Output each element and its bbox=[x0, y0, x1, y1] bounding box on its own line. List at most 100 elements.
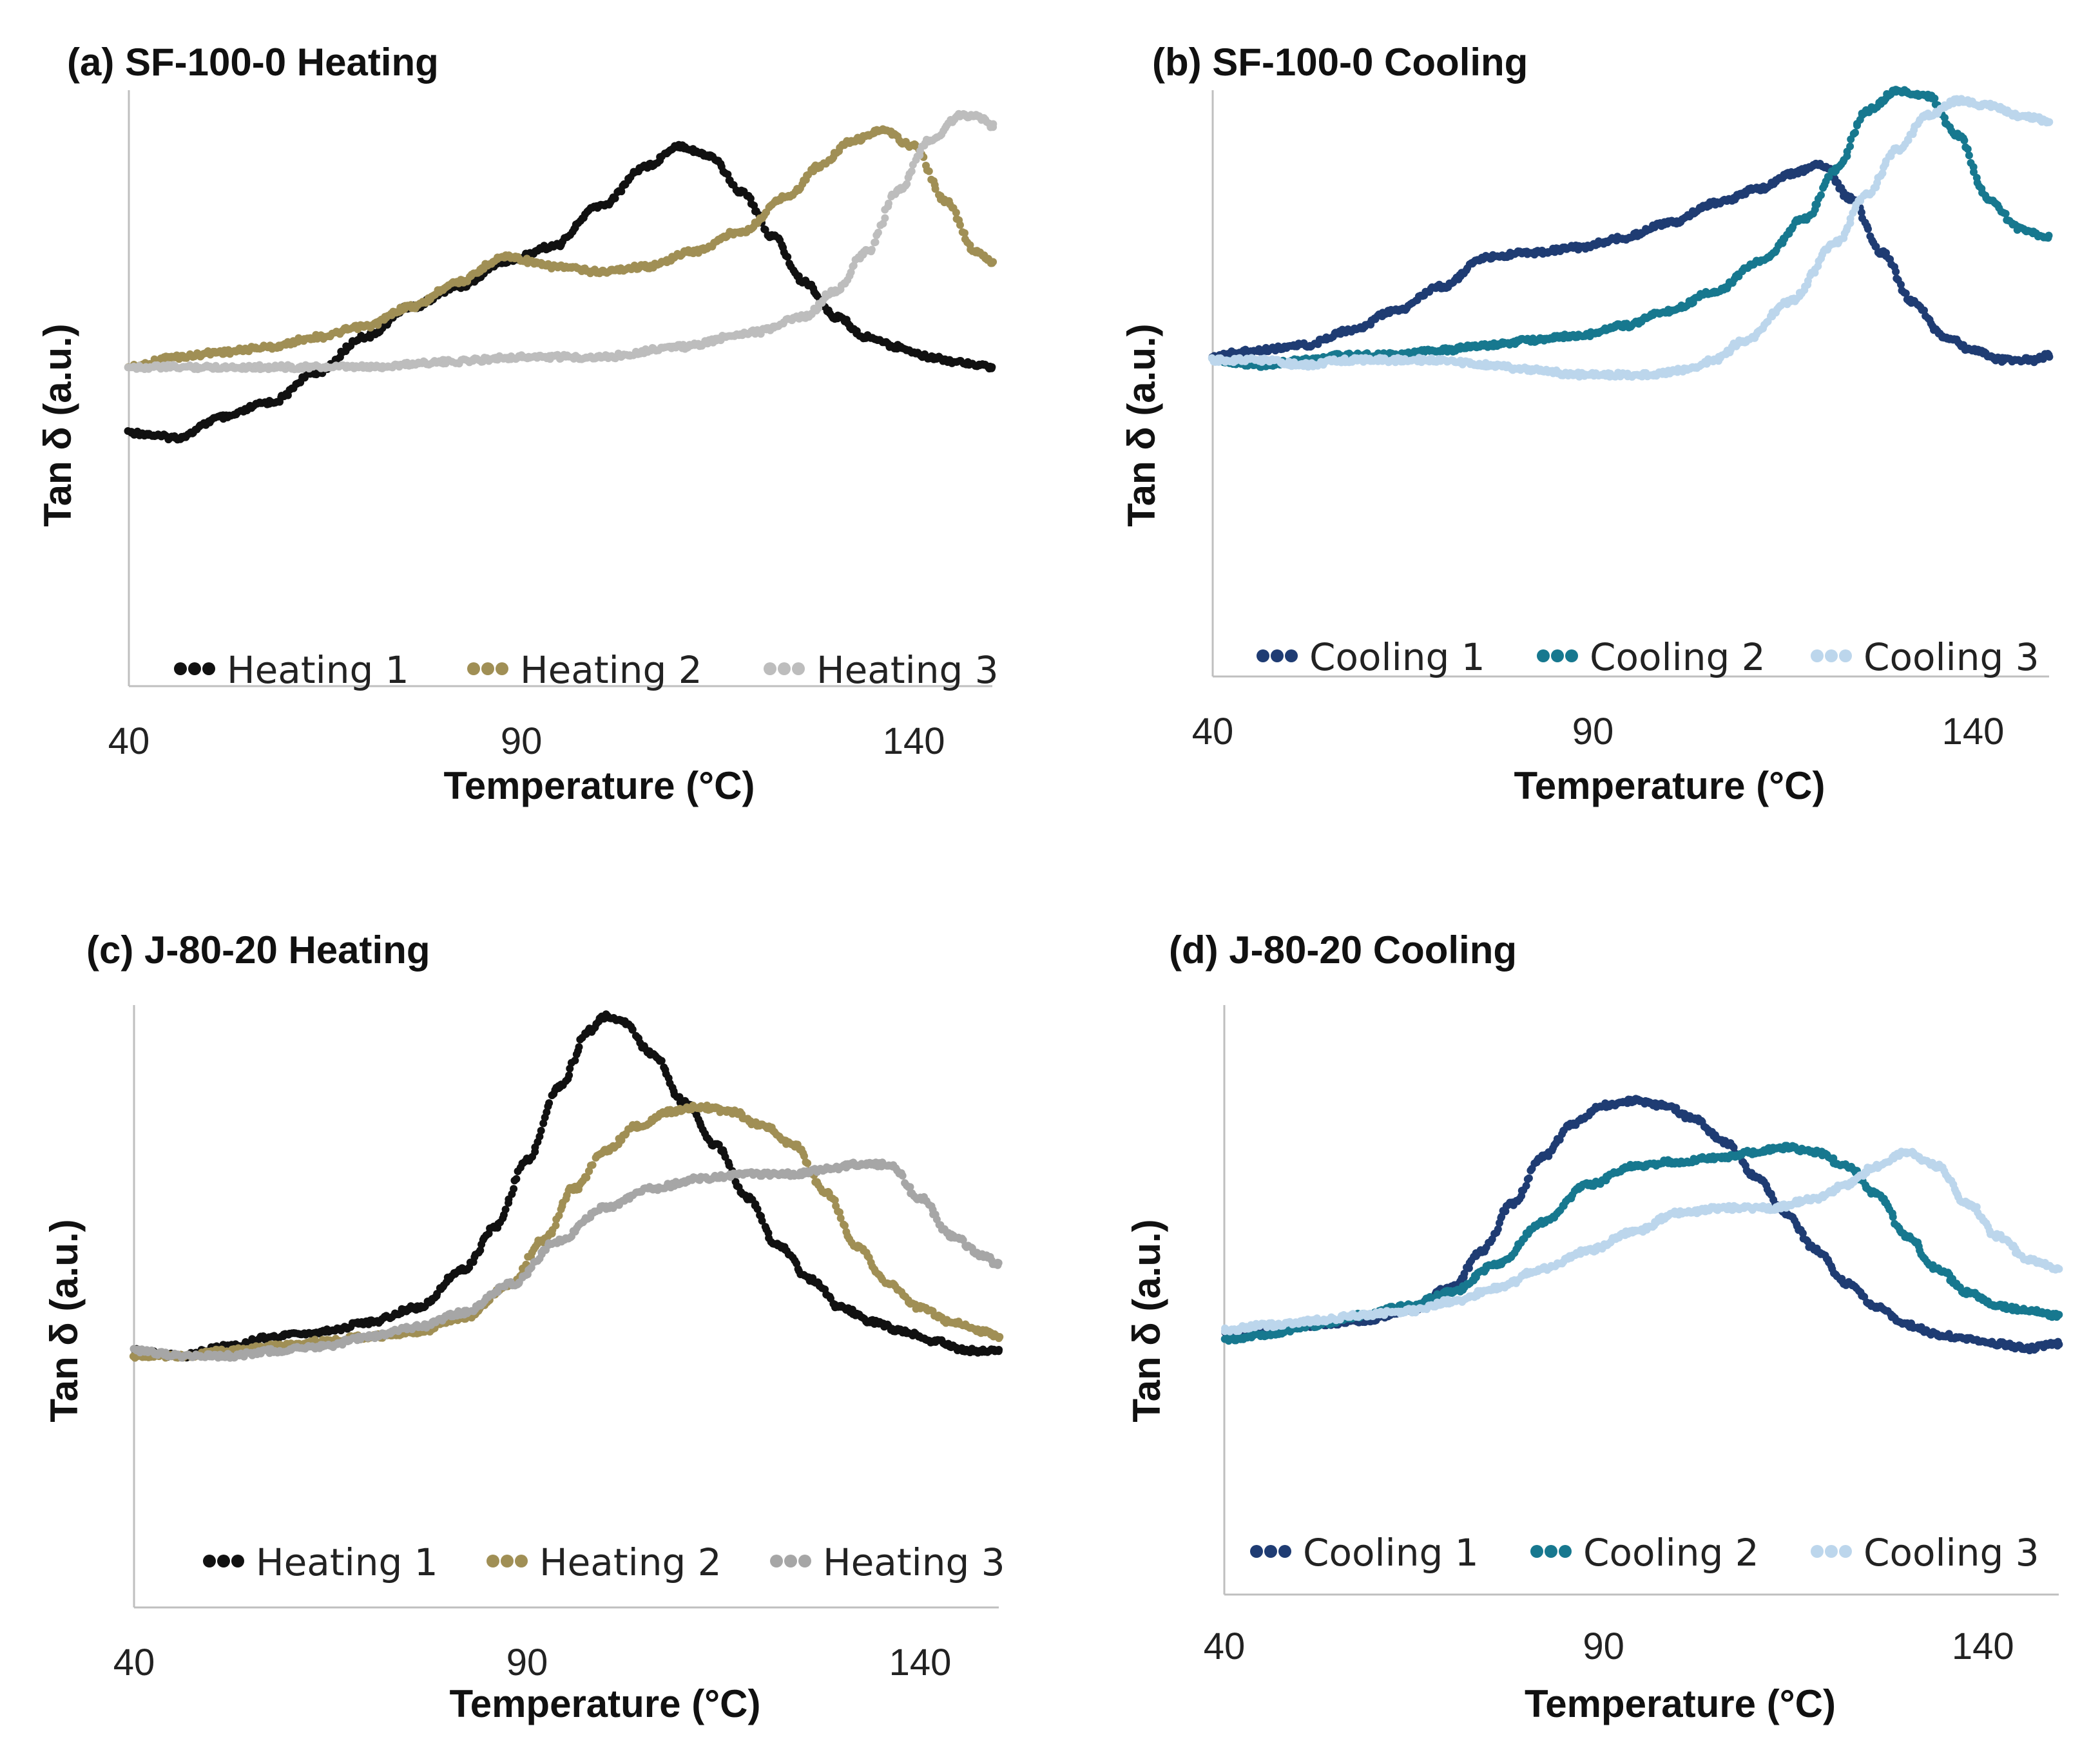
y-axis-title: Tan δ (a.u.) bbox=[1120, 323, 1163, 526]
data-point bbox=[2001, 209, 2010, 218]
x-tick-label: 140 bbox=[1952, 1625, 2014, 1667]
legend-label: Cooling 2 bbox=[1590, 635, 1766, 679]
data-point bbox=[907, 167, 916, 175]
data-point bbox=[1817, 191, 1825, 199]
legend-label: Heating 2 bbox=[539, 1540, 722, 1584]
legend-marker bbox=[1811, 649, 1824, 662]
data-point bbox=[1525, 1174, 1533, 1182]
data-point bbox=[537, 1127, 545, 1135]
legend-marker bbox=[515, 1555, 528, 1567]
data-point bbox=[987, 364, 996, 372]
x-tick-label: 90 bbox=[1583, 1625, 1624, 1667]
panel-a-title: (a) SF-100-0 Heating bbox=[67, 41, 439, 84]
legend-entry: Cooling 3 bbox=[1811, 635, 2039, 679]
legend-marker bbox=[501, 1555, 514, 1567]
y-axis-title: Tan δ (a.u.) bbox=[43, 1219, 86, 1422]
legend-entry: Heating 3 bbox=[770, 1540, 1005, 1584]
panel-b-title: (b) SF-100-0 Cooling bbox=[1152, 41, 1528, 84]
data-point bbox=[956, 221, 964, 229]
data-point bbox=[994, 1259, 1003, 1267]
data-point bbox=[512, 1174, 521, 1183]
data-point bbox=[1851, 128, 1859, 137]
x-axis-title: Temperature (°C) bbox=[1525, 1682, 1836, 1725]
legend-marker bbox=[1285, 649, 1298, 662]
legend-marker bbox=[188, 662, 201, 675]
x-tick-label: 140 bbox=[889, 1642, 952, 1683]
legend-label: Cooling 1 bbox=[1309, 635, 1485, 679]
data-point bbox=[611, 194, 619, 202]
data-point bbox=[1892, 267, 1900, 276]
panel-c-title: (c) J-80-20 Heating bbox=[86, 928, 430, 972]
data-point bbox=[898, 1171, 907, 1180]
legend-marker bbox=[481, 662, 494, 675]
data-point bbox=[510, 1185, 518, 1193]
series-heating-2 bbox=[124, 125, 997, 371]
data-point bbox=[989, 258, 997, 266]
legend-marker bbox=[174, 662, 187, 675]
data-point bbox=[575, 1043, 583, 1051]
series-cooling-2 bbox=[1208, 86, 2053, 371]
panel-d-title: (d) J-80-20 Cooling bbox=[1169, 928, 1517, 972]
data-point bbox=[501, 1205, 510, 1214]
x-tick-label: 40 bbox=[113, 1642, 155, 1683]
data-point bbox=[545, 1099, 554, 1107]
series-heating-1 bbox=[124, 140, 996, 444]
x-axis-title: Temperature (°C) bbox=[450, 1682, 761, 1725]
legend-marker bbox=[784, 1555, 797, 1567]
data-point bbox=[588, 1161, 597, 1169]
legend-marker bbox=[1551, 649, 1564, 662]
data-point bbox=[1965, 151, 1973, 160]
data-point bbox=[2045, 118, 2054, 126]
legend-marker bbox=[764, 662, 776, 675]
legend-marker bbox=[792, 662, 805, 675]
legend-entry: Cooling 1 bbox=[1257, 635, 1485, 679]
legend-marker bbox=[202, 662, 215, 675]
data-point bbox=[881, 214, 889, 222]
x-tick-label: 40 bbox=[1192, 711, 1234, 753]
legend-label: Heating 2 bbox=[520, 648, 702, 692]
legend-marker bbox=[778, 662, 791, 675]
data-point bbox=[2045, 231, 2053, 240]
data-point bbox=[961, 229, 968, 237]
legend-entry: Cooling 2 bbox=[1537, 635, 1766, 679]
data-point bbox=[995, 1346, 1003, 1354]
x-tick-label: 90 bbox=[506, 1642, 548, 1683]
legend-entry: Heating 2 bbox=[467, 648, 702, 692]
data-point bbox=[874, 229, 882, 236]
data-point bbox=[871, 238, 880, 246]
legend-marker bbox=[467, 662, 480, 675]
legend-label: Heating 3 bbox=[823, 1540, 1005, 1584]
data-point bbox=[952, 209, 960, 216]
legend-label: Heating 1 bbox=[256, 1540, 438, 1584]
y-axis-title: Tan δ (a.u.) bbox=[36, 323, 79, 526]
data-point bbox=[885, 199, 892, 207]
legend-label: Cooling 3 bbox=[1864, 635, 2039, 679]
data-point bbox=[989, 120, 997, 128]
x-tick-label: 40 bbox=[108, 720, 150, 762]
legend-marker bbox=[1257, 649, 1269, 662]
chart-panel-2: 40 90 140 Temperature (°C) Tan δ (a.u.) Heati… bbox=[43, 1005, 1005, 1725]
data-point bbox=[724, 170, 732, 178]
legend-marker bbox=[1537, 649, 1550, 662]
legend-marker bbox=[1839, 649, 1852, 662]
legend-marker bbox=[1825, 649, 1838, 662]
series-cooling-1 bbox=[1208, 159, 2054, 367]
legend-marker bbox=[496, 662, 508, 675]
data-point bbox=[996, 1333, 1004, 1341]
x-axis-title: Temperature (°C) bbox=[1514, 764, 1825, 807]
legend-marker bbox=[1565, 649, 1578, 662]
data-point bbox=[931, 185, 939, 193]
x-axis-title: Temperature (°C) bbox=[444, 764, 755, 807]
x-tick-label: 140 bbox=[883, 720, 945, 762]
legend-entry: Heating 1 bbox=[174, 648, 409, 692]
y-axis-title: Tan δ (a.u.) bbox=[1125, 1219, 1168, 1422]
legend-marker bbox=[486, 1555, 499, 1567]
data-point bbox=[1864, 225, 1872, 233]
legend-marker bbox=[798, 1555, 811, 1567]
x-tick-label: 40 bbox=[1204, 1625, 1246, 1667]
data-point bbox=[925, 167, 933, 175]
data-point bbox=[1846, 142, 1854, 151]
